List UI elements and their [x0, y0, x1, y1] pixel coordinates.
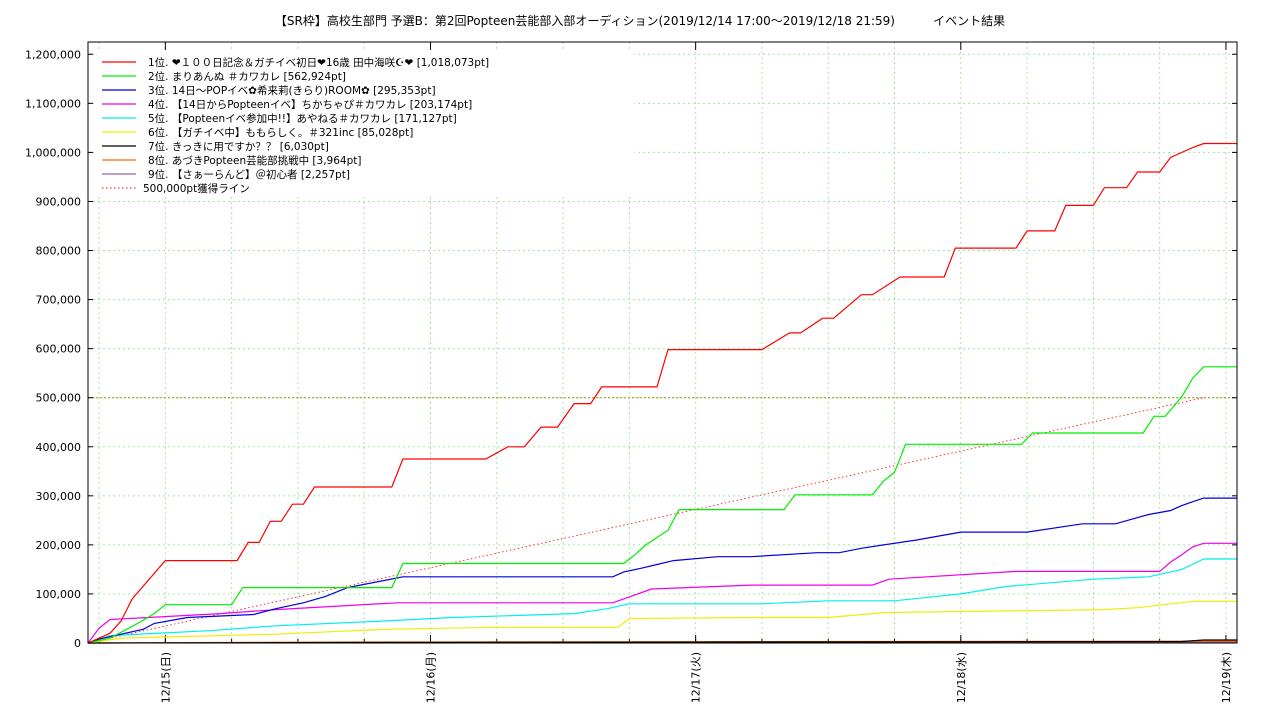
y-tick-label: 500,000	[36, 392, 82, 405]
y-tick-label: 400,000	[36, 441, 82, 454]
series-line-6	[87, 600, 1237, 644]
x-tick-label: 12/16(月)	[424, 652, 437, 703]
chart-title: 【SR枠】高校生部門 予選B：第2回Popteen芸能部入部オーディション(20…	[274, 14, 1006, 28]
series-line-1	[87, 142, 1237, 644]
y-tick-label: 800,000	[36, 245, 82, 258]
legend-label: 500,000pt獲得ライン	[143, 182, 250, 195]
legend-label: 6位. 【ガチイベ中】ももらしく。＃321inc [85,028pt]	[148, 126, 413, 139]
y-tick-label: 300,000	[36, 490, 82, 503]
x-tick-label: 12/19(木)	[1220, 652, 1233, 703]
y-tick-label: 700,000	[36, 294, 82, 307]
x-tick-label: 12/15(日)	[159, 652, 172, 703]
legend-label: 1位. ❤１００日記念＆ガチイベ初日❤16歳 田中海咲☪❤ [1,018,073…	[148, 56, 489, 69]
y-tick-label: 1,200,000	[25, 48, 81, 61]
y-tick-label: 0	[74, 637, 81, 650]
y-tick-label: 100,000	[36, 588, 82, 601]
plot-area-border	[87, 41, 1238, 644]
x-tick-label: 12/17(火)	[690, 652, 703, 703]
y-tick-label: 600,000	[36, 343, 82, 356]
reference-line	[87, 397, 1204, 644]
y-tick-label: 1,000,000	[25, 146, 81, 159]
y-tick-label: 200,000	[36, 539, 82, 552]
x-tick-label: 12/18(水)	[955, 652, 968, 703]
legend-label: 9位. 【さぁーらんど】＠初心者 [2,257pt]	[148, 168, 350, 181]
series-line-4	[87, 542, 1237, 644]
legend-label: 8位. あづきPopteen芸能部挑戦中 [3,964pt]	[148, 154, 361, 167]
series-line-5	[87, 558, 1237, 644]
legend-label: 2位. まりあんぬ ＃カワカレ [562,924pt]	[148, 70, 346, 83]
legend-label: 4位. 【14日からPopteenイベ】ちかちゃぴ＃カワカレ [203,174p…	[148, 98, 472, 111]
y-tick-label: 900,000	[36, 195, 82, 208]
legend-label: 7位. きっきに用ですか？？ [6,030pt]	[148, 140, 329, 153]
legend-background	[94, 52, 634, 196]
legend-label: 5位. 【Popteenイベ参加中!!】あやねる＃カワカレ [171,127pt…	[148, 112, 457, 125]
series-line-3	[87, 497, 1237, 644]
y-tick-label: 1,100,000	[25, 97, 81, 110]
series-line-2	[87, 366, 1237, 644]
legend-label: 3位. 14日〜POPイベ✿希来莉(きらり)ROOM✿ [295,353pt]	[148, 84, 436, 97]
